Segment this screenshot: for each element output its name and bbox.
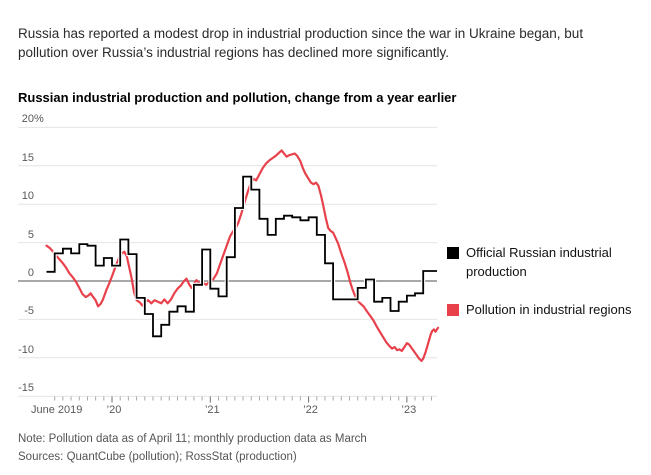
chart-title: Russian industrial production and pollut… <box>18 89 457 105</box>
y-axis-label: 10 <box>21 190 34 203</box>
legend-item-production: Official Russian industrial production <box>447 244 643 281</box>
x-axis-label: June 2019 <box>30 404 83 416</box>
legend: Official Russian industrial production <box>447 244 643 281</box>
footnotes: Note: Pollution data as of April 11; mon… <box>18 431 638 466</box>
intro-text: Russia has reported a modest drop in ind… <box>18 25 584 61</box>
y-axis-label: 5 <box>27 228 34 241</box>
y-axis-label: -10 <box>18 343 34 356</box>
production-series-swatch <box>447 247 459 259</box>
y-axis-label: -5 <box>24 305 34 318</box>
legend-2: Pollution in industrial regions <box>447 301 643 320</box>
legend-item-pollution: Pollution in industrial regions <box>447 301 643 320</box>
legend-label-production: Official Russian industrial production <box>466 245 612 279</box>
y-axis-label: 0 <box>27 267 34 279</box>
x-axis-label: ’22 <box>303 404 318 416</box>
production-line <box>46 175 437 338</box>
y-axis-label: 20% <box>21 113 44 126</box>
y-axis-label: 15 <box>21 151 34 164</box>
x-axis-label: ’21 <box>204 404 220 416</box>
sources-text: Sources: QuantCube (pollution); RossStat… <box>18 450 297 463</box>
x-axis-label: ’20 <box>106 404 122 416</box>
legend-label-pollution: Pollution in industrial regions <box>466 302 632 317</box>
x-axis-label: ’23 <box>401 404 417 416</box>
note-text: Note: Pollution data as of April 11; mon… <box>18 433 367 445</box>
production-line-halo <box>46 174 437 339</box>
y-axis-label: -15 <box>18 382 34 395</box>
pollution-series-swatch <box>447 304 459 316</box>
